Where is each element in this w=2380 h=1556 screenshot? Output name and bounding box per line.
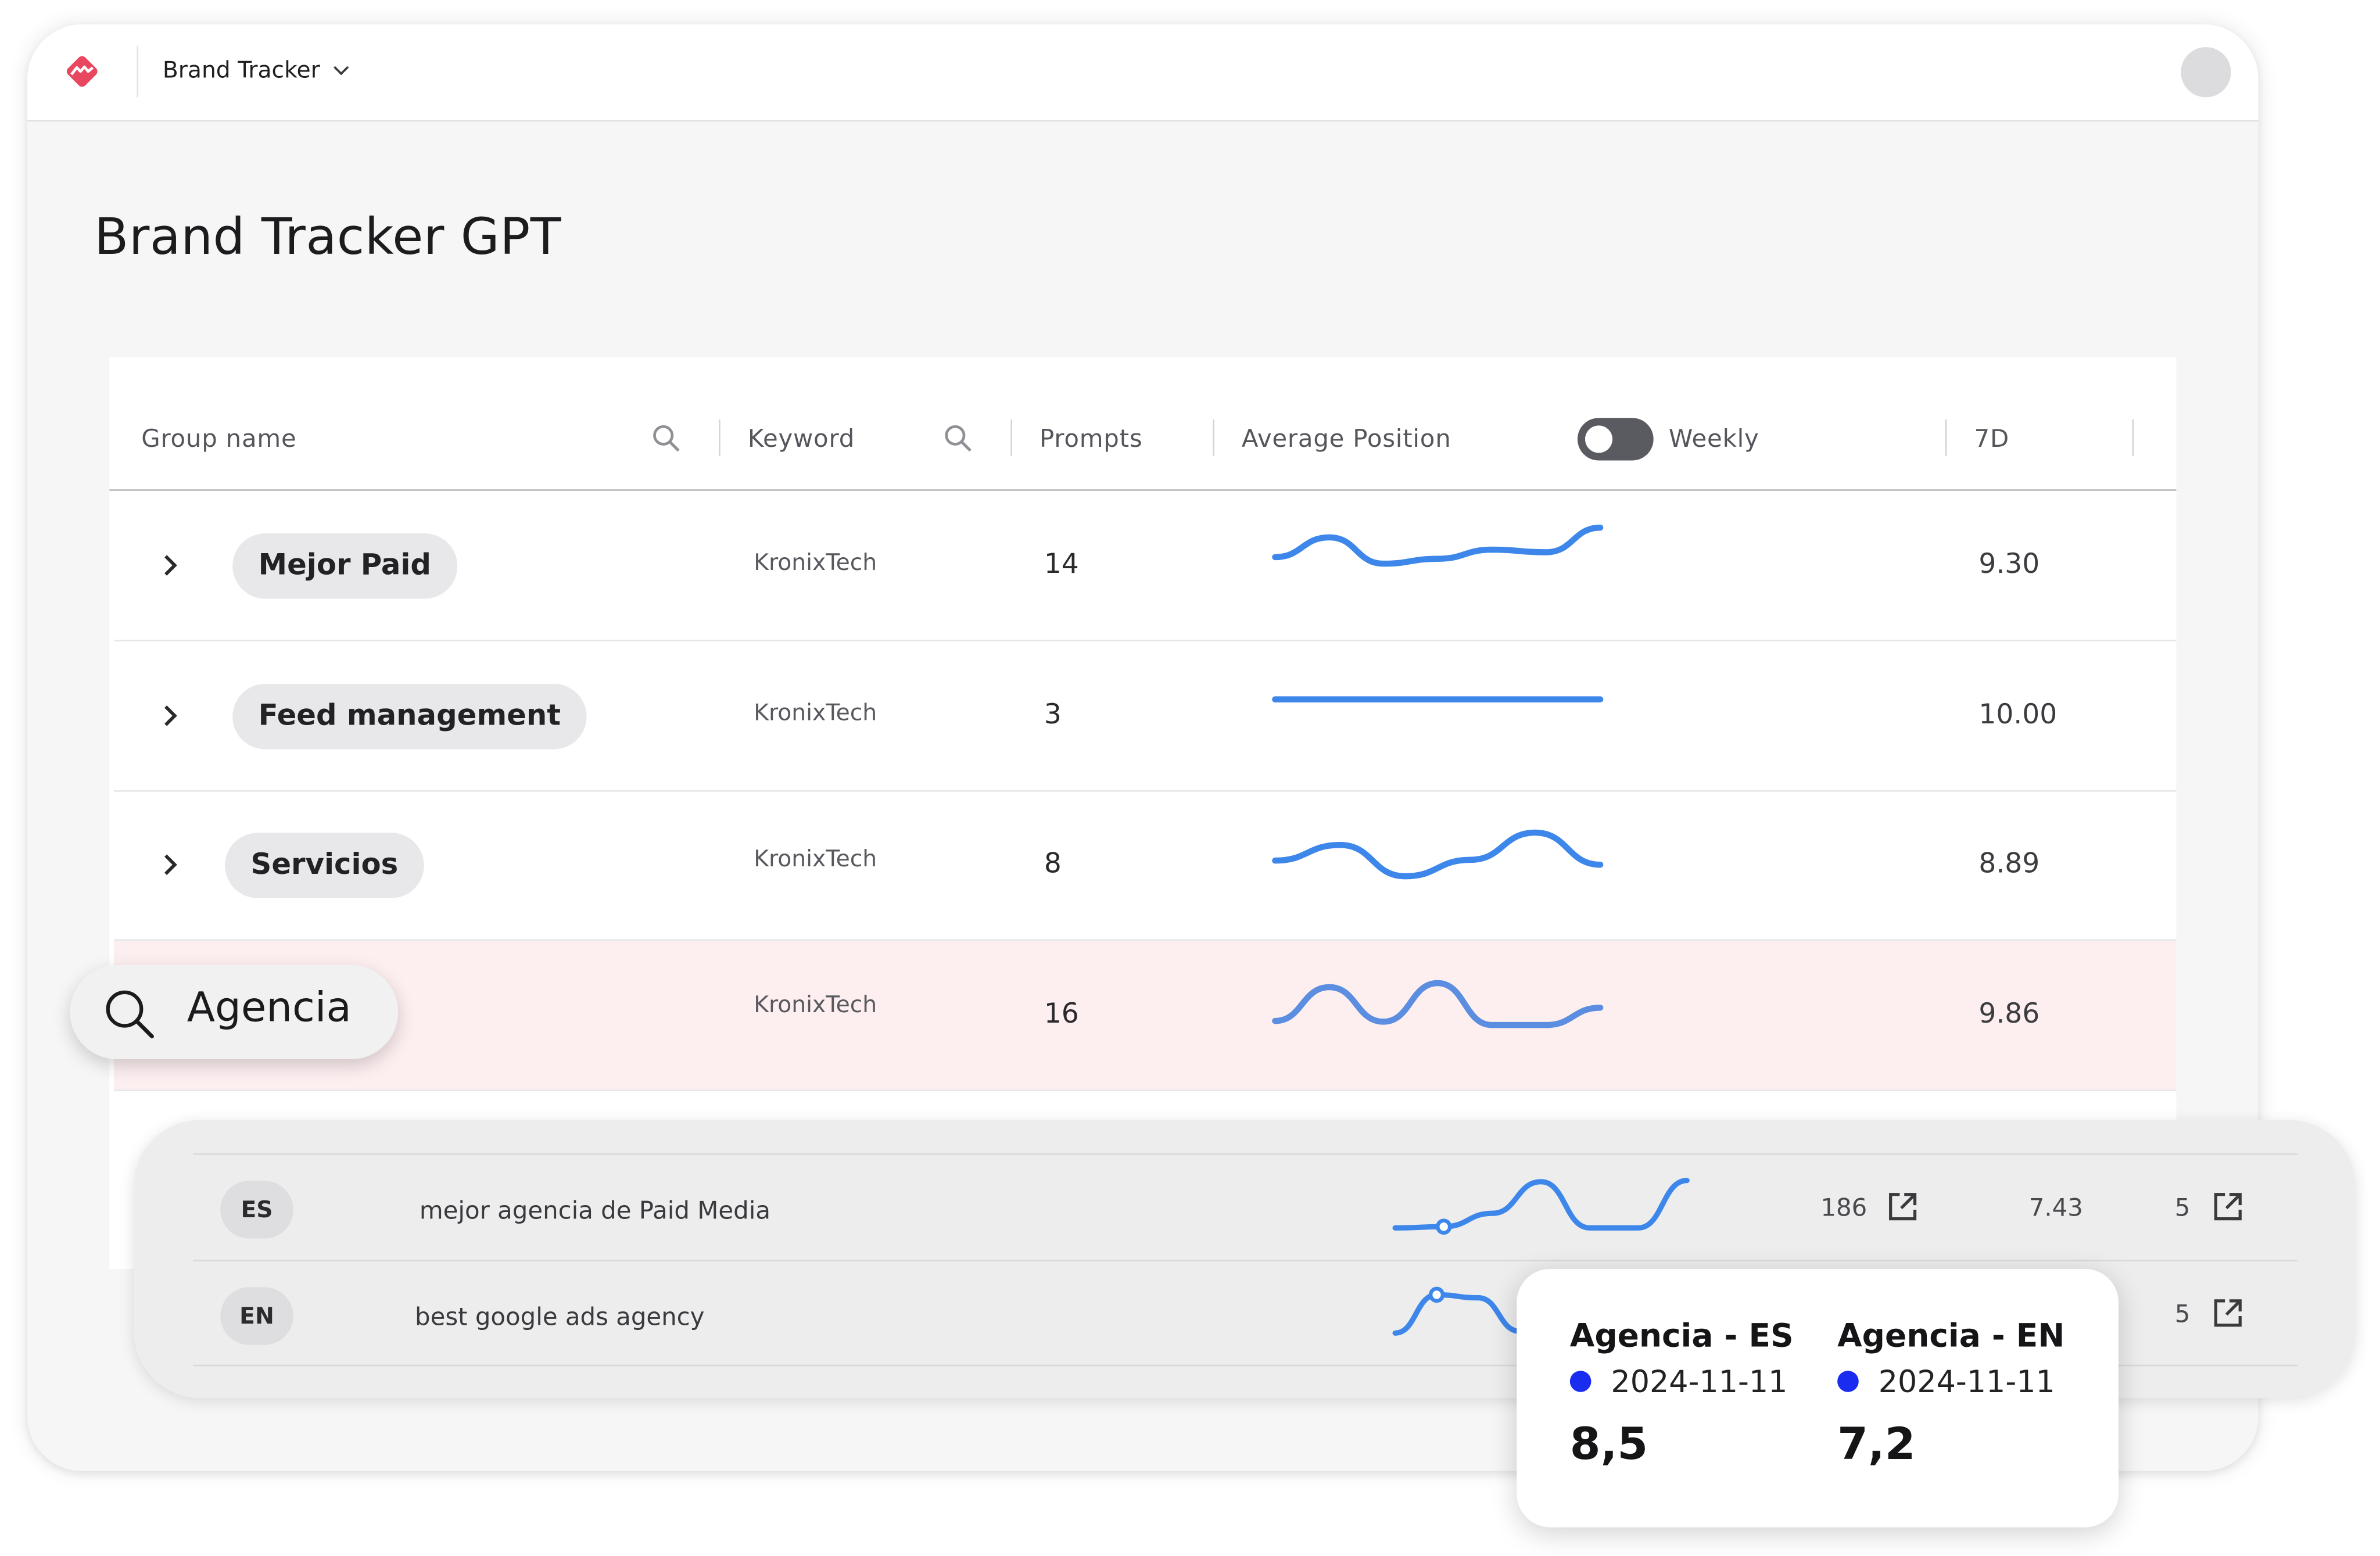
app-switcher[interactable]: Brand Tracker [163,56,349,84]
toggle-label: Weekly [1668,424,1759,453]
group-name-pill[interactable]: Servicios [225,833,424,898]
tooltip-value: 7,2 [1837,1418,1916,1470]
keyword-cell: KronixTech [754,991,877,1019]
language-badge: ES [220,1181,293,1239]
divider [193,1260,2298,1261]
subrow-sparkline [1392,1178,1690,1235]
average-position-sparkline [1272,980,1604,1028]
table-row[interactable]: Feed management KronixTech 3 10.00 [114,641,2177,792]
chevron-down-icon [332,65,349,75]
tooltip-series-es: Agencia - ES 2024-11-11 8,5 [1569,1317,1794,1470]
table-row[interactable]: Servicios KronixTech 8 8.89 [114,790,2177,941]
value-7d-cell: 9.30 [1978,548,2040,581]
series-dot-icon [1837,1371,1859,1392]
keyword-cell: KronixTech [754,699,877,727]
prompts-cell: 8 [1044,848,1062,880]
divider [193,1153,2298,1155]
tooltip-series-en: Agencia - EN 2024-11-11 7,2 [1837,1317,2065,1470]
tooltip-date-row: 2024-11-11 [1837,1363,2064,1400]
group-search-pill[interactable]: Agencia [70,965,399,1060]
tooltip-date: 2024-11-11 [1611,1363,1788,1400]
column-separator [1213,419,1214,456]
group-name-pill[interactable]: Mejor Paid [232,533,457,599]
search-icon[interactable] [944,424,973,453]
value-7d-cell: 8.89 [1978,848,2040,880]
average-position-sparkline [1272,696,1604,702]
app-switcher-label: Brand Tracker [162,56,320,84]
column-separator [2132,419,2134,456]
column-7d[interactable]: 7D [1974,424,2009,453]
tooltip-series-name: Agencia - ES [1569,1317,1794,1354]
average-position-sparkline [1272,829,1604,880]
column-prompts[interactable]: Prompts [1040,424,1143,453]
logo-icon [66,56,98,87]
prompts-cell: 16 [1044,998,1079,1031]
external-link-icon[interactable] [2211,1296,2245,1330]
avatar[interactable] [2181,47,2231,98]
page-title: Brand Tracker GPT [94,206,562,266]
keyword-cell: KronixTech [754,845,877,873]
table-header: Group name Keyword Prompts Average Posit… [109,357,2177,491]
subrow-count: 5 [2174,1193,2191,1222]
chevron-right-icon[interactable] [160,702,181,729]
subrow-count: 5 [2174,1299,2191,1328]
table-row[interactable]: KronixTech 16 9.86 [114,940,2177,1091]
external-link-icon[interactable] [2211,1190,2245,1224]
divider [193,1364,2298,1367]
column-separator [1945,419,1947,456]
average-position-sparkline [1272,524,1604,567]
series-dot-icon [1569,1371,1592,1392]
chevron-right-icon[interactable] [160,851,181,879]
search-icon[interactable] [652,424,681,453]
column-separator [1010,419,1012,456]
weekly-toggle[interactable] [1577,418,1654,461]
subrow-prompts: 186 [1820,1193,1868,1222]
column-average-position[interactable]: Average Position [1241,424,1451,453]
sparkline-marker [1435,1218,1452,1235]
subrow-keyword: best google ads agency [415,1302,705,1332]
groups-table: Group name Keyword Prompts Average Posit… [109,357,2177,1269]
group-name-pill[interactable]: Feed management [232,683,587,750]
tooltip-date: 2024-11-11 [1878,1363,2055,1400]
column-separator [719,419,721,456]
tooltip-value: 8,5 [1569,1418,1648,1470]
chevron-right-icon[interactable] [160,551,181,579]
keyword-cell: KronixTech [754,548,877,576]
table-row[interactable]: Mejor Paid KronixTech 14 9.30 [114,491,2177,641]
topbar-divider [137,45,139,98]
top-bar: Brand Tracker [27,24,2259,122]
prompts-cell: 14 [1044,548,1079,581]
tooltip-date-row: 2024-11-11 [1569,1363,1794,1400]
language-badge: EN [220,1287,293,1345]
search-query: Agencia [187,984,352,1032]
prompts-cell: 3 [1044,699,1062,732]
subrow-position: 7.43 [2028,1193,2083,1222]
value-7d-cell: 10.00 [1978,699,2058,732]
column-group-name[interactable]: Group name [141,424,297,453]
chart-tooltip: Agencia - ES 2024-11-11 8,5 Agencia - EN… [1517,1268,2119,1528]
tooltip-series-name: Agencia - EN [1837,1317,2065,1354]
toggle-knob [1585,425,1613,453]
subrow-sparkline [1392,1286,1523,1336]
search-icon [106,990,154,1039]
column-keyword[interactable]: Keyword [747,424,855,453]
value-7d-cell: 9.86 [1978,998,2040,1031]
sparkline-marker [1428,1286,1445,1303]
subrow-keyword: mejor agencia de Paid Media [419,1196,770,1225]
external-link-icon[interactable] [1886,1190,1920,1224]
